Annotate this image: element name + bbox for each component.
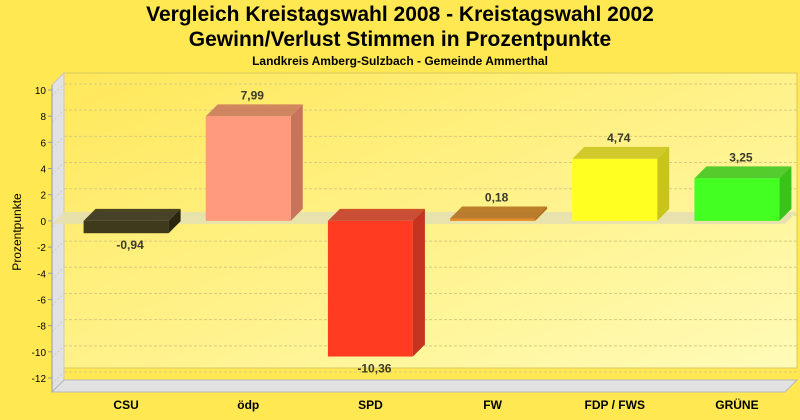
y-tick-label: 0: [40, 217, 46, 228]
grid-line-diag: [51, 136, 65, 149]
y-tick-label: -4: [37, 269, 46, 280]
bar-grüne: [694, 178, 780, 221]
grid-line-diag: [51, 240, 65, 254]
plot-side-wall: [51, 71, 65, 394]
bar-side: [168, 208, 181, 234]
grid-line-diag: [51, 109, 65, 123]
grid-line-diag: [51, 162, 65, 175]
y-tick-label: -2: [37, 243, 46, 254]
x-tick-label: SPD: [358, 398, 383, 412]
x-tick-label: CSU: [113, 398, 138, 412]
chart-subtitle: Gewinn/Verlust Stimmen in Prozentpunkte: [188, 28, 612, 51]
x-tick-label: GRÜNE: [715, 397, 758, 412]
bar-top: [83, 208, 181, 221]
bar-side: [779, 166, 792, 221]
x-tick-label: FDP / FWS: [585, 398, 645, 412]
bar-csu: [83, 220, 169, 234]
grid-line-diag: [51, 266, 65, 280]
y-tick-label: -8: [37, 322, 46, 333]
bar-top: [694, 166, 792, 179]
y-tick-label: -6: [37, 295, 46, 306]
grid-line-diag: [51, 83, 65, 97]
y-tick-label: 2: [40, 191, 46, 202]
bar-fdp-fws: [572, 158, 658, 221]
bar-side: [657, 146, 670, 221]
grid-line-diag: [51, 319, 65, 332]
bar-fw: [450, 218, 536, 221]
y-tick-label: 6: [40, 138, 46, 149]
bar-side: [412, 208, 425, 357]
bar-ödp: [205, 116, 291, 221]
y-tick-label: -12: [32, 374, 47, 385]
data-label: 3,25: [729, 150, 753, 164]
y-tick-label: 10: [35, 86, 47, 97]
data-label: -0,94: [116, 238, 144, 252]
bar-top: [327, 208, 425, 221]
grid-line-diag: [51, 188, 65, 202]
data-label: 7,99: [241, 88, 265, 102]
grid-line-diag: [51, 345, 65, 359]
y-tick-label: -10: [32, 348, 47, 359]
x-tick-label: FW: [483, 398, 502, 412]
data-label: 4,74: [607, 131, 631, 145]
bar-top: [572, 146, 670, 159]
plot-floor: [50, 379, 799, 393]
bar-top: [205, 104, 303, 117]
data-label: -10,36: [357, 362, 391, 376]
grid-line-diag: [51, 371, 65, 385]
y-tick-label: 8: [40, 112, 46, 123]
y-tick-label: 4: [40, 165, 46, 176]
bar-top: [450, 206, 548, 219]
bar-spd: [327, 220, 413, 357]
bar-side: [535, 206, 548, 221]
y-axis-label: Prozentpunkte: [10, 193, 24, 271]
grid-line-diag: [51, 293, 65, 306]
data-label: 0,18: [485, 191, 509, 205]
chart-title: Vergleich Kreistagswahl 2008 - Kreistags…: [146, 3, 654, 26]
chart-subsubtitle: Landkreis Amberg-Sulzbach - Gemeinde Amm…: [252, 54, 548, 68]
x-tick-label: ödp: [237, 398, 259, 412]
bar-side: [290, 104, 303, 221]
